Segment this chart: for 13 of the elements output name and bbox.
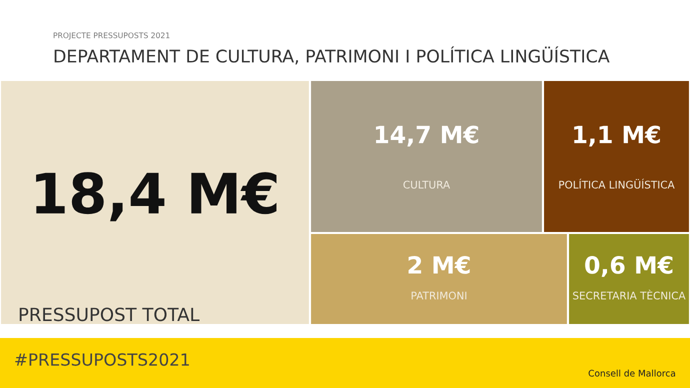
category-label: PRESSUPOST TOTAL [20,308,200,322]
category-label: CULTURA [403,180,450,189]
text: #PRESSUPOSTS2021 [15,353,189,366]
category-label: SECRETARIA TÈCNICA [573,290,686,300]
data-label: 14,7 M€ [376,126,478,146]
data-label: 18,4 M€ [36,172,276,222]
text: DEPARTAMENT DE CULTURA, PATRIMONI I POLÍTICA LINGÜÍSTICA [54,46,610,64]
data-label: 2 M€ [408,256,470,274]
category-label: PATRIMONI [412,292,466,300]
text: Consell de Mallorca [588,370,676,377]
data-label: 0,6 M€ [585,256,672,277]
category-label: POLÍTICA LINGÜÍSTICA [559,178,675,189]
data-label: 1,1 M€ [574,126,660,146]
